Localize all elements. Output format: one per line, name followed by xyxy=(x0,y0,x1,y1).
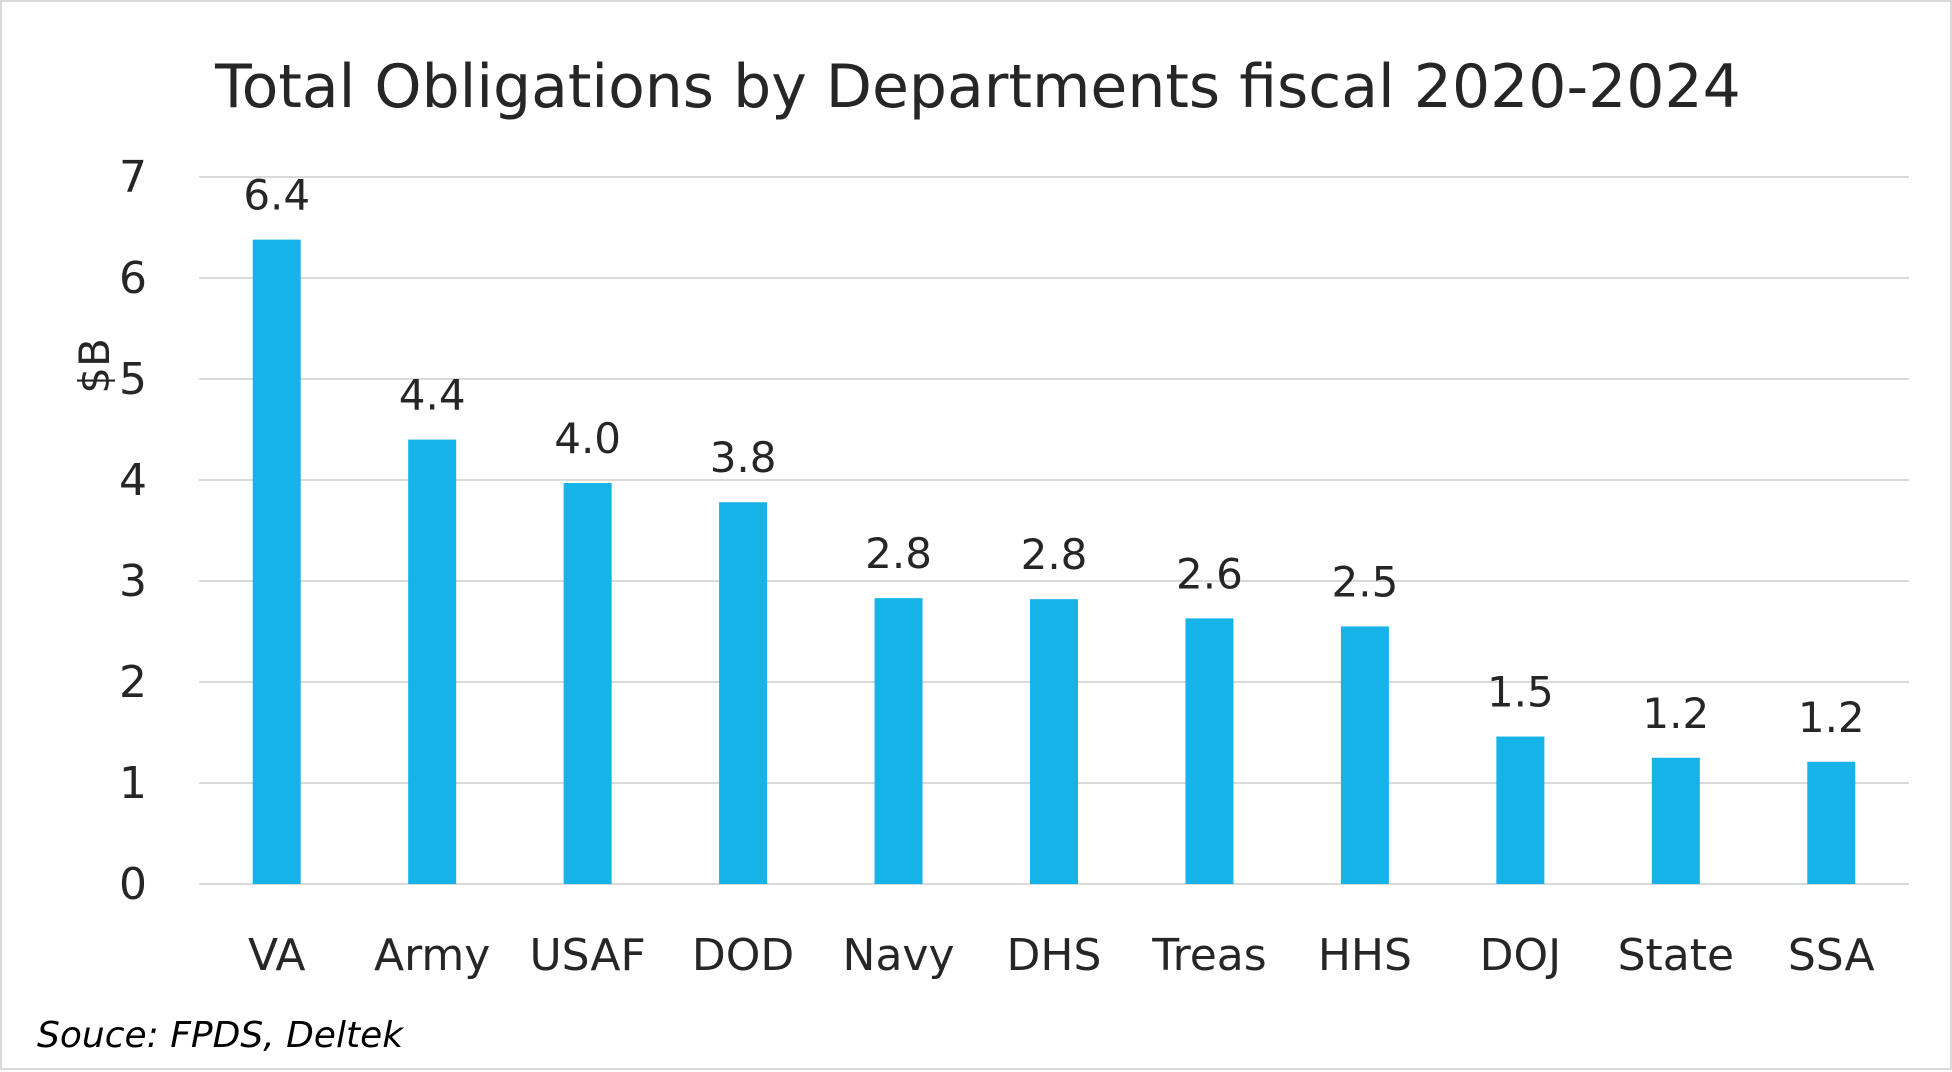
bar-navy xyxy=(874,598,923,884)
data-label-hhs: 2.5 xyxy=(1332,557,1399,606)
bar-state xyxy=(1651,757,1700,884)
x-tick-label-hhs: HHS xyxy=(1318,930,1412,981)
y-tick-label-4: 4 xyxy=(119,455,147,506)
data-label-va: 6.4 xyxy=(243,171,310,220)
data-label-treas: 2.6 xyxy=(1176,549,1243,598)
bars xyxy=(252,239,1856,884)
data-label-dod: 3.8 xyxy=(710,433,777,482)
y-tick-label-7: 7 xyxy=(119,152,147,203)
y-axis-label: $B xyxy=(70,338,119,394)
bar-treas xyxy=(1185,618,1234,884)
source-note: Souce: FPDS, Deltek xyxy=(37,1015,405,1056)
x-tick-label-doj: DOJ xyxy=(1480,930,1562,981)
x-tick-label-treas: Treas xyxy=(1151,930,1267,981)
x-tick-label-dhs: DHS xyxy=(1007,930,1102,981)
y-tick-label-1: 1 xyxy=(119,758,147,809)
y-tick-label-3: 3 xyxy=(119,556,147,607)
x-tick-label-dod: DOD xyxy=(692,930,794,981)
bar-doj xyxy=(1496,736,1545,884)
bar-ssa xyxy=(1807,761,1856,884)
data-labels: 6.4 4.4 4.0 3.8 2.8 2.8 2.6 2.5 1.5 1.2 1.2 xyxy=(243,171,1864,742)
x-tick-label-state: State xyxy=(1618,930,1734,981)
data-label-army: 4.4 xyxy=(399,371,466,420)
data-label-usaf: 4.0 xyxy=(554,414,621,463)
x-tick-label-navy: Navy xyxy=(843,930,955,981)
x-axis-ticks: VA Army USAF DOD Navy DHS Treas HHS DOJ State SSA xyxy=(248,930,1875,981)
y-tick-label-0: 0 xyxy=(119,859,147,910)
y-tick-label-5: 5 xyxy=(119,354,147,405)
y-tick-label-2: 2 xyxy=(119,657,147,708)
x-tick-label-usaf: USAF xyxy=(529,930,645,981)
bar-army xyxy=(408,439,457,884)
y-axis-ticks: 0 1 2 3 4 5 6 7 xyxy=(119,152,147,910)
bar-hhs xyxy=(1340,626,1389,884)
bar-dod xyxy=(719,502,768,884)
bar-va xyxy=(252,239,301,884)
y-tick-label-6: 6 xyxy=(119,253,147,304)
bar-usaf xyxy=(563,483,612,884)
x-tick-label-va: VA xyxy=(248,930,305,981)
data-label-ssa: 1.2 xyxy=(1798,693,1865,742)
data-label-navy: 2.8 xyxy=(865,529,932,578)
data-label-state: 1.2 xyxy=(1642,689,1709,738)
x-tick-label-army: Army xyxy=(374,930,490,981)
chart-title: Total Obligations by Departments fiscal … xyxy=(214,52,1741,122)
data-label-dhs: 2.8 xyxy=(1021,530,1088,579)
bar-dhs xyxy=(1030,599,1078,884)
data-label-doj: 1.5 xyxy=(1487,668,1554,717)
x-tick-label-ssa: SSA xyxy=(1788,930,1875,981)
